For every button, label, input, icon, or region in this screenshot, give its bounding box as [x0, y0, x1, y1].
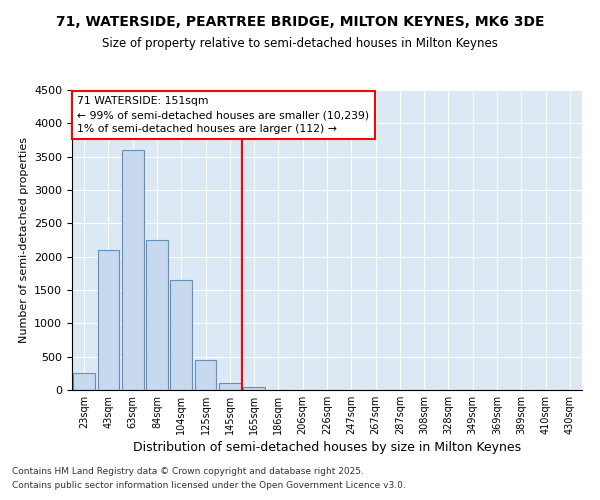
Bar	[243, 386, 265, 390]
Text: 71 WATERSIDE: 151sqm
← 99% of semi-detached houses are smaller (10,239)
1% of se: 71 WATERSIDE: 151sqm ← 99% of semi-detac…	[77, 96, 369, 134]
Text: Size of property relative to semi-detached houses in Milton Keynes: Size of property relative to semi-detach…	[102, 38, 498, 51]
Text: 71, WATERSIDE, PEARTREE BRIDGE, MILTON KEYNES, MK6 3DE: 71, WATERSIDE, PEARTREE BRIDGE, MILTON K…	[56, 15, 544, 29]
X-axis label: Distribution of semi-detached houses by size in Milton Keynes: Distribution of semi-detached houses by …	[133, 441, 521, 454]
Bar	[194, 360, 217, 390]
Bar	[170, 280, 192, 390]
Bar	[97, 250, 119, 390]
Text: Contains HM Land Registry data © Crown copyright and database right 2025.: Contains HM Land Registry data © Crown c…	[12, 468, 364, 476]
Bar	[146, 240, 168, 390]
Y-axis label: Number of semi-detached properties: Number of semi-detached properties	[19, 137, 29, 343]
Bar	[219, 384, 241, 390]
Bar	[122, 150, 143, 390]
Bar	[73, 374, 95, 390]
Text: Contains public sector information licensed under the Open Government Licence v3: Contains public sector information licen…	[12, 481, 406, 490]
